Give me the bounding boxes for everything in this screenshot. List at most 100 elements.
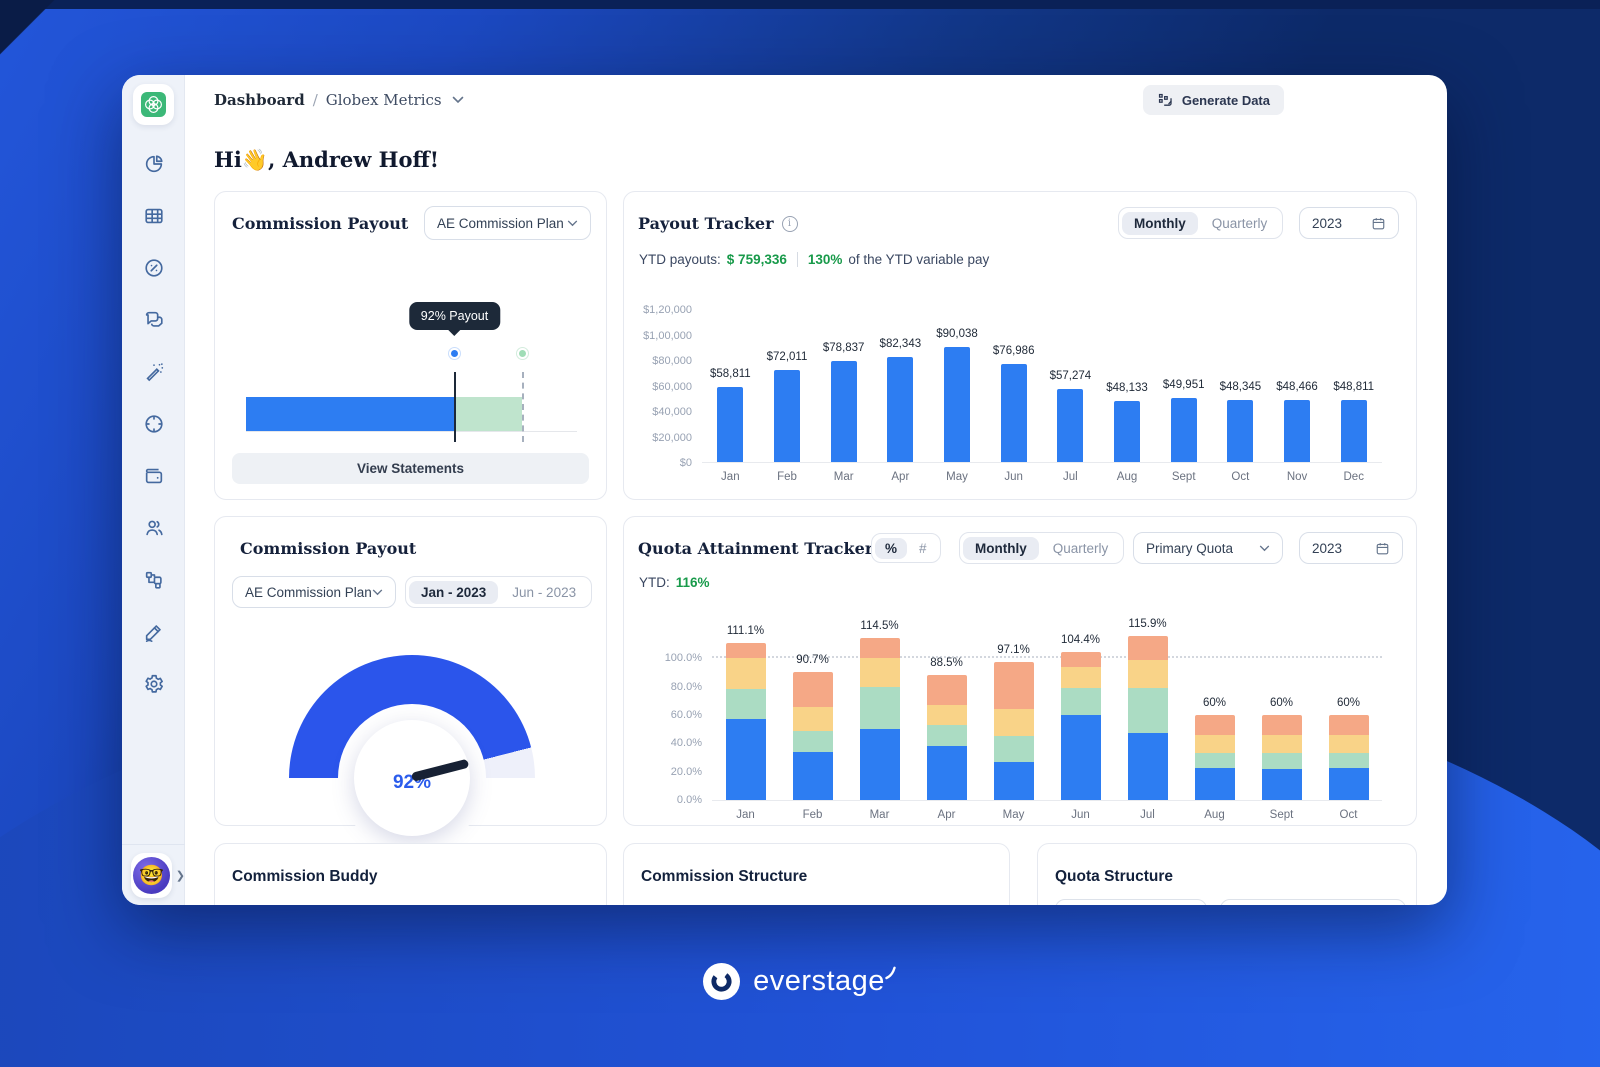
segment-tier-3	[1194, 734, 1235, 754]
user-avatar[interactable]: 🤓	[131, 852, 172, 898]
ytd-label: YTD payouts:	[639, 252, 721, 267]
calendar-icon	[1376, 542, 1389, 554]
app-window: 🤓 ❯ Dashboard / Globex Metrics Generate …	[122, 75, 1447, 905]
sidebar-item-plans org-chart-icon[interactable]	[142, 568, 165, 591]
quota-structure-select-1[interactable]	[1055, 899, 1207, 905]
y-tick: $60,000	[652, 380, 692, 393]
x-tick: Apr	[937, 809, 956, 821]
plan-select[interactable]: AE Commission Plan	[424, 206, 591, 240]
bar-Sept	[1170, 398, 1197, 462]
bar-Mar	[830, 361, 857, 462]
ytd-label: YTD:	[639, 575, 670, 590]
generate-data-label: Generate Data	[1181, 92, 1270, 108]
everstage-wordmark: everstage	[753, 965, 897, 998]
bullet-axis-line	[246, 431, 577, 432]
sidebar-item-insights magic-wand-icon[interactable]	[142, 360, 165, 383]
sidebar-expand-chevron-icon[interactable]: ❯	[175, 869, 185, 882]
ytd-amount: $ 759,336	[726, 252, 787, 267]
toggle-monthly[interactable]: Monthly	[963, 536, 1039, 560]
chevron-down-icon	[1259, 545, 1270, 551]
total-label: 88.5%	[930, 656, 963, 669]
commission-structure-card: Commission Structure	[623, 843, 1010, 905]
tab-jan-2023[interactable]: Jan - 2023	[409, 580, 499, 604]
x-tick: Feb	[802, 809, 823, 821]
bar-value-label: $48,133	[1106, 381, 1148, 394]
sidebar-item-team users-icon[interactable]	[142, 516, 165, 539]
total-label: 90.7%	[796, 653, 829, 666]
card-title: Commission Structure	[641, 868, 808, 885]
x-tick: Oct	[1339, 809, 1358, 821]
breadcrumb-current-page[interactable]: Globex Metrics	[325, 91, 442, 109]
y-tick: $80,000	[652, 355, 692, 367]
segment-tier-3	[725, 658, 766, 689]
segment-tier-2	[1261, 753, 1302, 769]
segment-tier-2	[859, 686, 900, 730]
main-content: Dashboard / Globex Metrics Generate Data…	[185, 75, 1447, 905]
card-title: Commission Payout	[232, 214, 409, 233]
plan-select[interactable]: AE Commission Plan	[232, 576, 396, 608]
x-tick: Sept	[1269, 809, 1294, 821]
bar-value-label: $48,466	[1276, 381, 1318, 394]
sidebar-footer: 🤓 ❯	[122, 844, 185, 905]
year-select[interactable]: 2023	[1299, 532, 1403, 564]
stacked-bar-Aug	[1194, 715, 1235, 800]
sidebar-item-approvals pen-icon[interactable]	[142, 620, 165, 643]
y-tick: 20.0%	[670, 765, 702, 778]
sidebar-item-tables table-icon[interactable]	[142, 204, 165, 227]
segment-tier-4	[792, 671, 833, 708]
stacked-bar-Feb	[792, 671, 833, 800]
logo-accent-mark	[885, 966, 896, 980]
x-tick: Mar	[833, 471, 854, 483]
sidebar-item-queries chat-icon[interactable]	[142, 308, 165, 331]
bar-Apr	[887, 357, 914, 462]
sidebar: 🤓 ❯	[122, 75, 185, 905]
tab-jun-2023[interactable]: Jun - 2023	[512, 584, 577, 600]
toggle-monthly[interactable]: Monthly	[1122, 211, 1198, 235]
generate-data-button[interactable]: Generate Data	[1142, 85, 1284, 115]
commission-payout-gauge-card: Commission Payout AE Commission Plan Jan…	[214, 516, 607, 852]
stacked-bar-Sept	[1261, 715, 1302, 800]
everstage-flower-logo-icon	[141, 92, 166, 117]
payout-gauge-chart: 92%	[289, 655, 535, 852]
divider	[796, 252, 798, 267]
view-statements-button[interactable]: View Statements	[232, 453, 589, 484]
info-icon[interactable]: i	[781, 215, 798, 232]
bar-value-label: $58,811	[709, 368, 751, 381]
greeting: Hi👋, Andrew Hoff!	[214, 147, 439, 172]
toggle-quarterly[interactable]: Quarterly	[1052, 540, 1109, 556]
toggle-percent[interactable]: %	[875, 537, 908, 559]
segment-tier-3	[1328, 734, 1369, 753]
bar-value-label: $72,011	[766, 351, 808, 364]
segment-tier-1	[1127, 732, 1168, 800]
year-select[interactable]: 2023	[1299, 207, 1399, 239]
toggle-quarterly[interactable]: Quarterly	[1211, 215, 1268, 231]
toggle-number[interactable]: #	[919, 540, 927, 556]
app-logo[interactable]	[133, 84, 174, 125]
sidebar-item-settings gear-icon[interactable]	[142, 672, 165, 695]
calendar-icon	[1372, 217, 1385, 229]
chevron-down-icon	[372, 589, 383, 595]
breadcrumb-dashboard[interactable]: Dashboard	[214, 91, 305, 109]
breadcrumb-separator: /	[312, 91, 318, 109]
sidebar-item-targets target-icon[interactable]	[142, 412, 165, 435]
segment-tier-1	[1261, 768, 1302, 800]
quota-select[interactable]: Primary Quota	[1133, 532, 1283, 564]
quota-structure-select-2[interactable]	[1220, 899, 1406, 905]
stacked-bar-Mar	[859, 637, 900, 800]
stacked-bar-Jul	[1127, 635, 1168, 800]
x-tick: Jul	[1140, 809, 1155, 821]
ytd-value: 116%	[675, 575, 710, 590]
card-title: Payout Tracker	[638, 214, 774, 233]
segment-tier-4	[1261, 715, 1302, 735]
breadcrumb-chevron-down-icon[interactable]	[452, 96, 464, 104]
sidebar-item-payouts wallet-icon[interactable]	[142, 464, 165, 487]
bar-value-label: $49,951	[1162, 379, 1205, 392]
sidebar-item-dashboard pie-chart-icon[interactable]	[142, 152, 165, 175]
total-label: 97.1%	[997, 644, 1030, 657]
y-tick: 80.0%	[670, 680, 702, 693]
segment-tier-1	[1060, 714, 1101, 800]
sidebar-item-commissions percent-circle-icon[interactable]	[142, 256, 165, 279]
payout-tooltip: 92% Payout	[408, 302, 501, 330]
total-label: 111.1%	[726, 624, 765, 637]
bar-Jan	[717, 387, 744, 462]
